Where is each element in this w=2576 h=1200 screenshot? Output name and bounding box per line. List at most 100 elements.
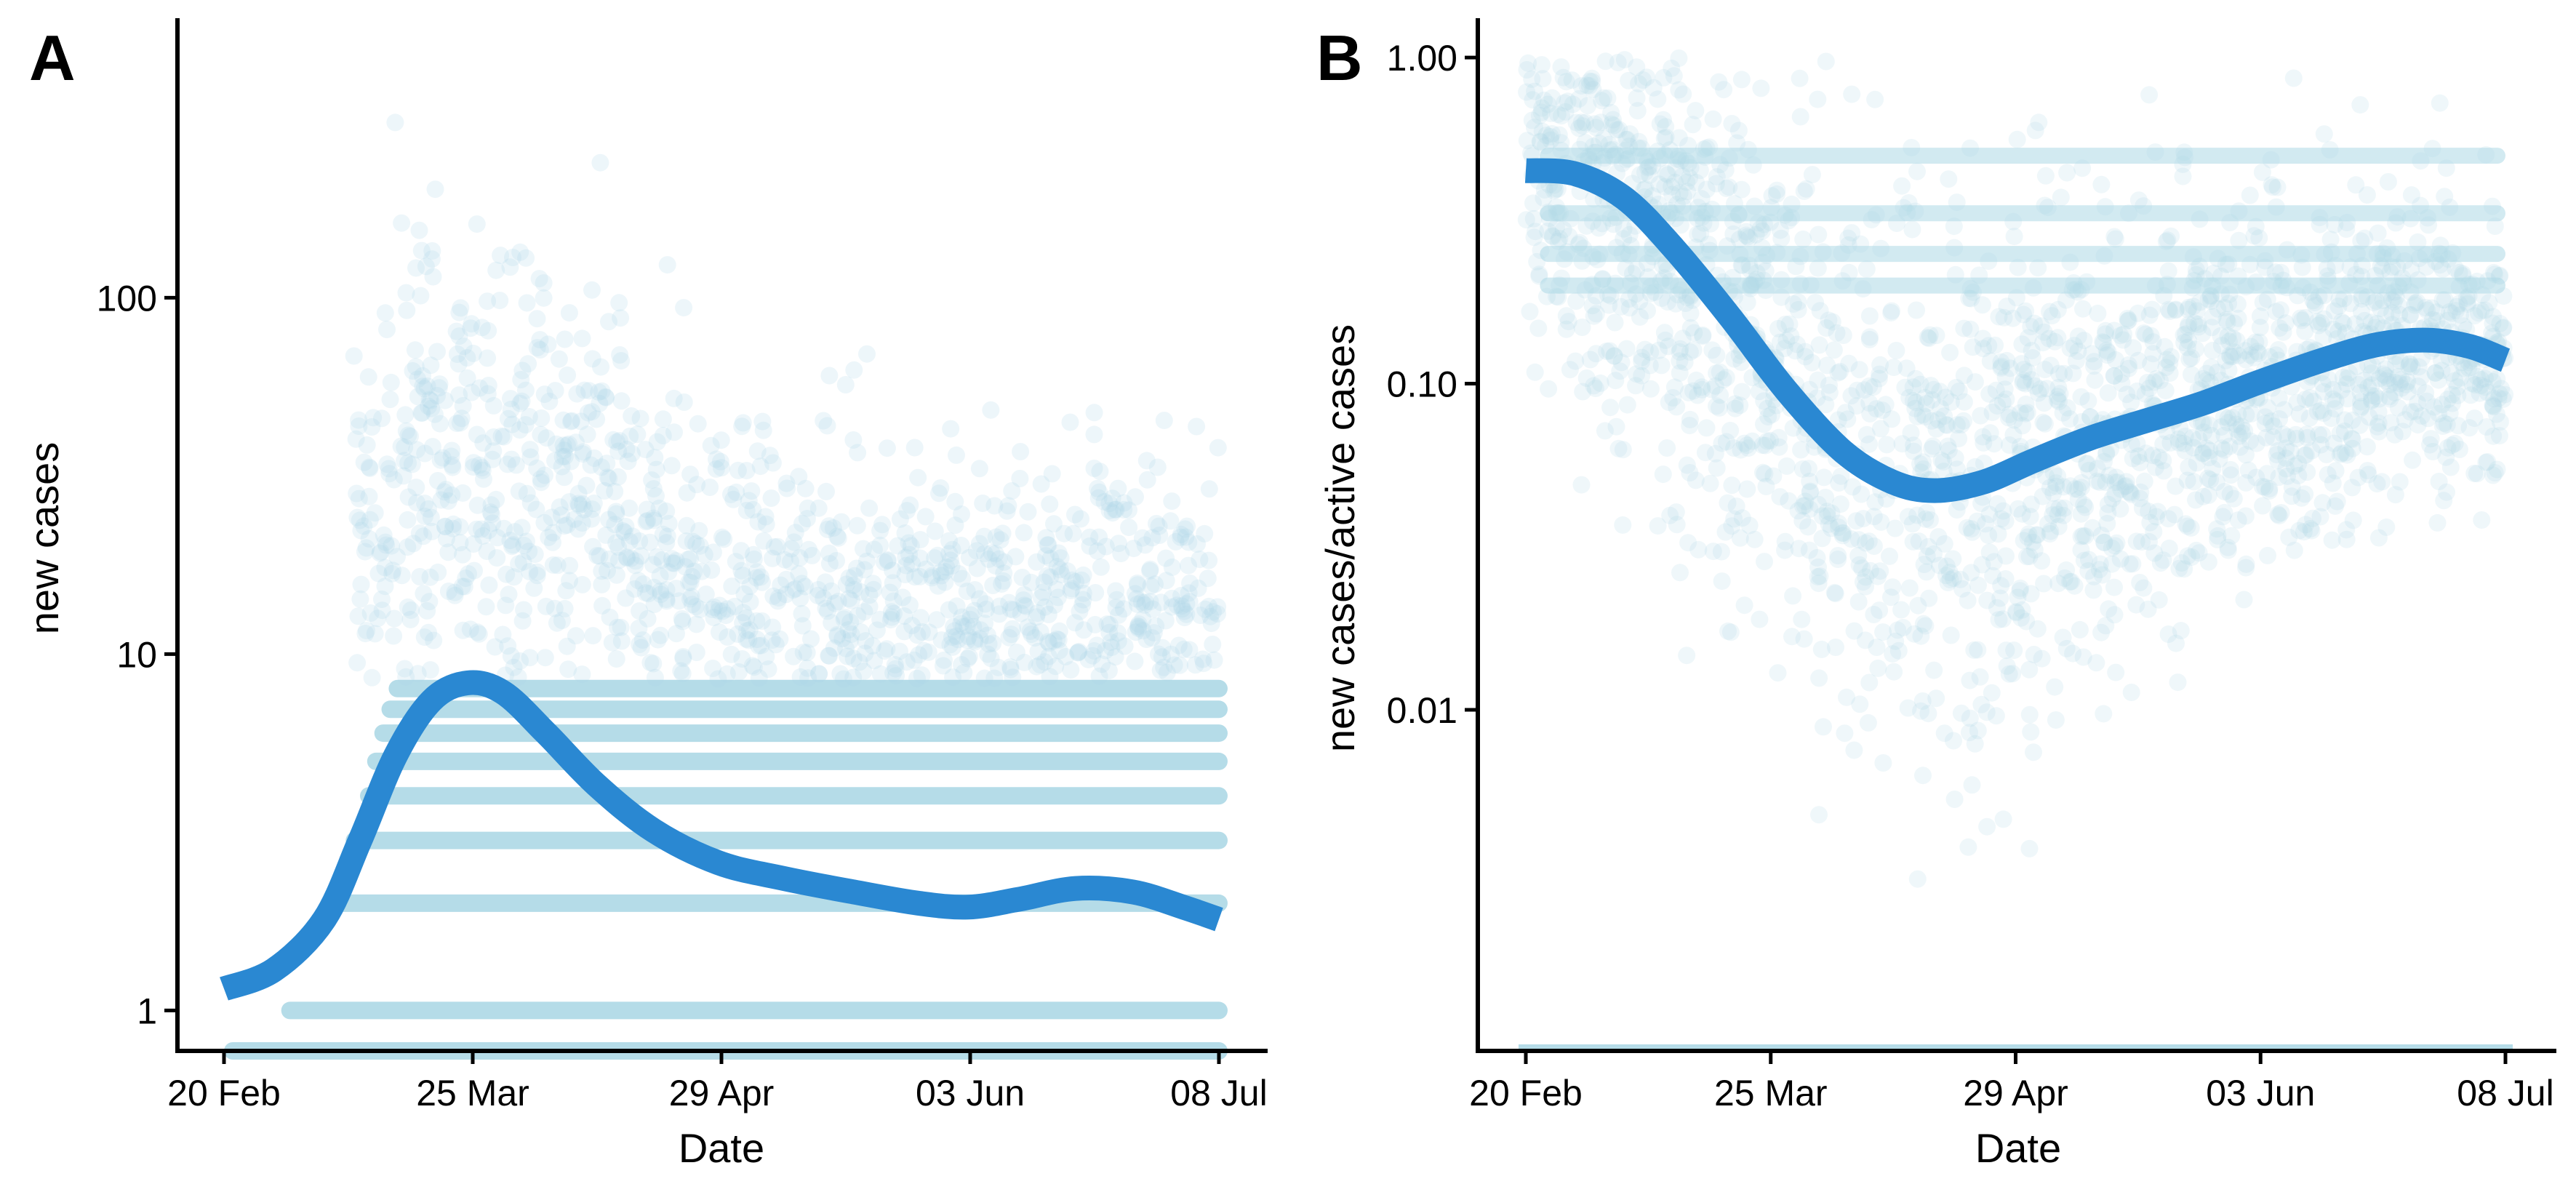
- panel-a-point: [540, 528, 558, 546]
- panel-a-point: [560, 493, 578, 511]
- panel-a-point: [979, 626, 996, 644]
- panel-a-point: [366, 625, 384, 643]
- panel-a-point: [681, 573, 700, 591]
- panel-a-point: [1172, 525, 1190, 543]
- panel-a-point: [492, 427, 511, 445]
- panel-a-point: [657, 591, 676, 609]
- panel-b-point: [2018, 363, 2036, 381]
- panel-b-point: [1838, 688, 1855, 706]
- panel-a-point: [711, 596, 729, 615]
- panel-a-point: [790, 468, 808, 486]
- panel-b-point: [1914, 615, 1932, 633]
- panel-a-point: [993, 524, 1012, 543]
- panel-a-point: [596, 388, 615, 406]
- panel-b-point: [1681, 304, 1700, 322]
- panel-b-point: [1809, 259, 1827, 277]
- panel-b-point: [1563, 71, 1581, 89]
- panel-a-point: [498, 455, 516, 473]
- panel-a-point: [513, 519, 531, 537]
- panel-b-point: [1866, 90, 1884, 108]
- panel-a-point: [410, 524, 428, 543]
- panel-b-point: [2004, 426, 2023, 444]
- panel-a-point: [503, 450, 521, 468]
- panel-b-point: [2473, 511, 2491, 529]
- panel-b-point: [1687, 102, 1705, 120]
- panel-a-point: [429, 472, 447, 489]
- panel-b-point: [2393, 379, 2410, 397]
- panel-a-point: [850, 653, 868, 671]
- panel-a-point: [1161, 512, 1180, 530]
- panel-a-point: [663, 554, 681, 572]
- panel-a-point: [658, 527, 676, 545]
- panel-a-point: [708, 450, 725, 468]
- panel-b-point: [1572, 476, 1591, 494]
- panel-b-point: [1570, 90, 1588, 108]
- panel-a-point: [460, 565, 477, 583]
- panel-a-point: [553, 457, 571, 476]
- panel-b-point: [1732, 441, 1750, 459]
- panel-a-point: [710, 601, 728, 620]
- panel-a-point: [393, 567, 411, 585]
- panel-a-x-title: Date: [679, 1125, 764, 1171]
- panel-a-point: [987, 528, 1005, 546]
- panel-b-point: [1945, 791, 1964, 808]
- panel-a-point: [1041, 550, 1060, 568]
- panel-a-point: [604, 431, 623, 449]
- panel-a-point: [1106, 500, 1124, 519]
- panel-a-point: [1058, 562, 1076, 580]
- panel-b-point: [1667, 503, 1685, 521]
- panel-a-point: [573, 514, 591, 532]
- panel-a-point: [667, 552, 685, 570]
- panel-a-point: [408, 494, 426, 512]
- panel-a-point: [436, 483, 453, 501]
- panel-b-point: [2179, 547, 2197, 565]
- panel-b-point: [1902, 424, 1920, 442]
- panel-a-point: [517, 532, 535, 551]
- panel-b-point: [2479, 383, 2497, 401]
- panel-a-point: [511, 243, 529, 261]
- panel-b-point-band: [1540, 205, 2505, 222]
- panel-a-point: [359, 368, 377, 386]
- panel-a-point: [844, 649, 863, 668]
- panel-b-point: [2209, 527, 2227, 545]
- panel-a-point: [463, 383, 481, 401]
- panel-b-point: [2337, 521, 2356, 539]
- panel-b-point: [1899, 699, 1917, 717]
- panel-b-point: [1539, 222, 1557, 240]
- panel-a-point: [521, 448, 540, 466]
- panel-a-point: [1075, 621, 1093, 639]
- panel-a-point: [1039, 606, 1057, 623]
- panel-b-point: [2046, 678, 2064, 696]
- panel-a-point: [1107, 500, 1125, 519]
- panel-a-point: [895, 623, 913, 641]
- panel-a-point: [912, 609, 929, 627]
- panel-b-point: [1978, 817, 1996, 836]
- panel-a-point: [1126, 652, 1144, 671]
- panel-b-point: [1550, 126, 1568, 144]
- panel-a-point: [711, 452, 729, 471]
- panel-a-point: [425, 405, 444, 423]
- panel-a-point: [777, 585, 795, 604]
- panel-a-point: [724, 490, 743, 508]
- panel-a-point: [748, 612, 766, 630]
- panel-a-point: [1015, 596, 1033, 615]
- panel-a-point: [961, 606, 980, 624]
- panel-b-point: [2121, 484, 2140, 502]
- panel-a-point: [1137, 593, 1155, 612]
- panel-a-point: [537, 597, 555, 615]
- panel-a-point: [743, 482, 761, 500]
- panel-b-point: [2297, 446, 2315, 464]
- panel-a-point: [941, 636, 959, 654]
- panel-b-point: [2105, 578, 2123, 596]
- panel-a-point: [376, 559, 394, 577]
- panel-a-point: [940, 601, 958, 619]
- panel-a-point: [563, 412, 581, 430]
- panel-a-point: [593, 596, 612, 615]
- panel-a-point: [591, 153, 609, 172]
- panel-a-point: [1175, 640, 1193, 658]
- panel-a-point: [361, 511, 379, 529]
- panel-a-point: [753, 612, 771, 630]
- panel-b-point: [2005, 641, 2023, 660]
- panel-a-point: [703, 561, 721, 579]
- panel-a-point: [503, 415, 521, 433]
